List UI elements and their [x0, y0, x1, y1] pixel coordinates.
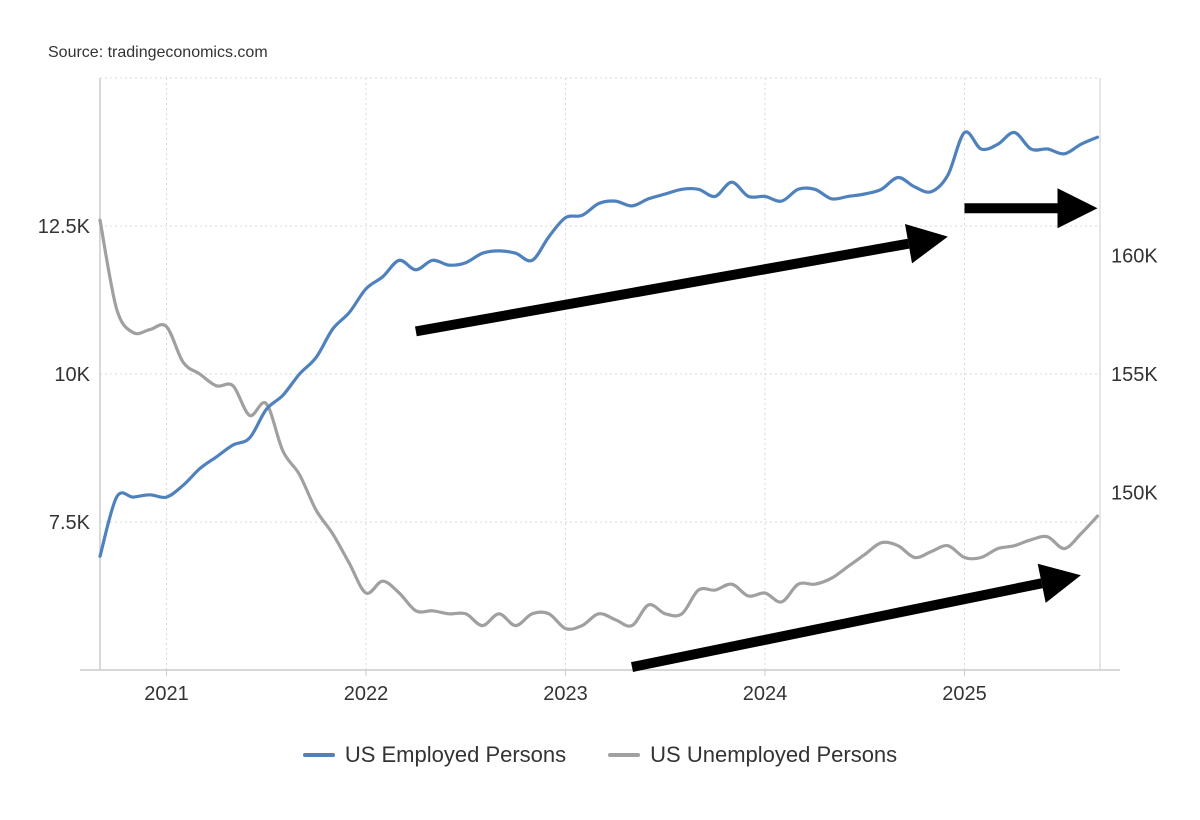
- legend-label-employed: US Employed Persons: [344, 742, 567, 767]
- series-line-unemployed: [98, 218, 1100, 631]
- tick-labels: 2021 2022 2023 2024 2025 7.5K 10K 12.5K 150K 155K…: [38, 216, 1159, 705]
- left-y-tick-label: 7.5K: [49, 512, 91, 534]
- arrow-unemployed-uptrend: [630, 563, 1081, 672]
- series-line-employed: [98, 130, 1100, 558]
- legend-item-employed[interactable]: US Employed Persons: [302, 742, 567, 768]
- source-note: Source: tradingeconomics.com: [48, 44, 268, 61]
- arrow-employed-uptrend: [414, 223, 948, 337]
- legend-label-unemployed: US Unemployed Persons: [650, 742, 898, 767]
- x-tick-label: 2024: [743, 683, 788, 705]
- axes: [80, 78, 1120, 676]
- x-tick-label: 2022: [344, 683, 389, 705]
- legend: US Employed Persons US Unemployed Person…: [0, 742, 1200, 768]
- right-y-tick-label: 155K: [1111, 364, 1158, 386]
- grid: [100, 77, 1100, 670]
- left-y-tick-label: 12.5K: [38, 216, 91, 238]
- series: [98, 130, 1100, 631]
- x-tick-label: 2021: [144, 683, 189, 705]
- left-y-tick-label: 10K: [54, 364, 90, 386]
- legend-swatch-employed: [302, 753, 335, 757]
- legend-swatch-unemployed: [608, 753, 641, 757]
- trend-arrows: [414, 188, 1098, 672]
- arrow-employed-flat: [964, 188, 1098, 229]
- right-y-tick-label: 160K: [1111, 246, 1158, 268]
- x-tick-label: 2023: [543, 683, 588, 705]
- x-tick-label: 2025: [942, 683, 987, 705]
- right-y-tick-label: 150K: [1111, 482, 1158, 504]
- legend-item-unemployed[interactable]: US Unemployed Persons: [608, 742, 897, 768]
